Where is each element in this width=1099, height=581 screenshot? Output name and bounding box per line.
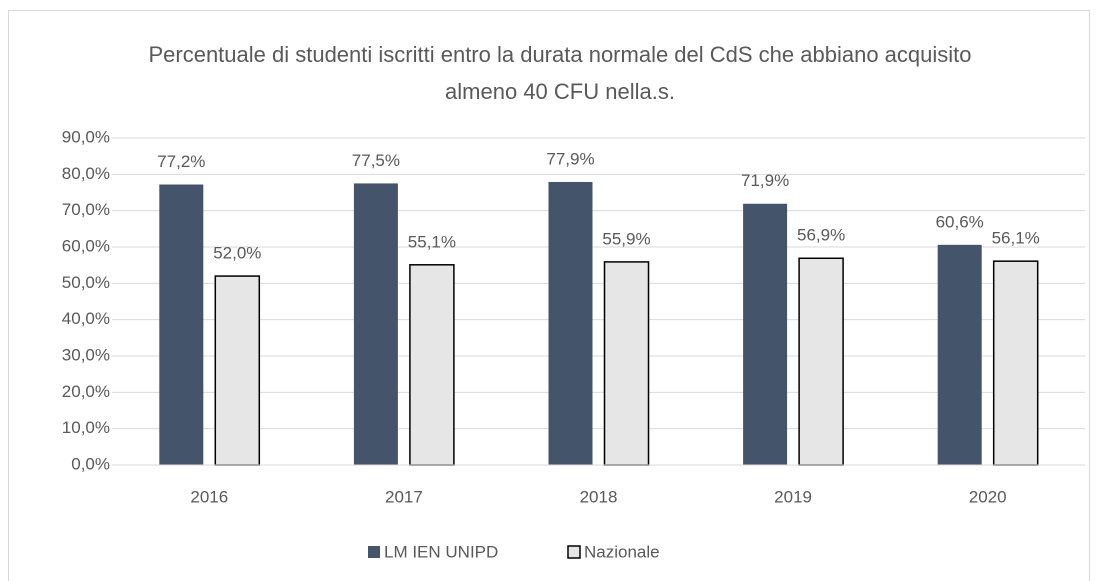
value-label: 77,2% [157, 152, 205, 171]
x-tick-label: 2018 [580, 487, 618, 506]
bar [743, 203, 788, 465]
y-tick-label: 80,0% [62, 164, 110, 183]
value-label: 55,9% [602, 229, 650, 248]
value-label: 55,1% [408, 232, 456, 251]
bar [353, 183, 398, 465]
value-label: 52,0% [213, 244, 261, 263]
legend-swatch [368, 546, 380, 558]
bar [159, 184, 204, 466]
y-tick-label: 90,0% [62, 127, 110, 146]
x-tick-label: 2016 [190, 487, 228, 506]
value-label: 77,5% [352, 151, 400, 170]
x-tick-label: 2020 [969, 487, 1007, 506]
legend-label: LM IEN UNIPD [384, 542, 498, 561]
bar [603, 261, 650, 466]
bar [798, 257, 844, 466]
y-tick-label: 20,0% [62, 382, 110, 401]
bar [548, 181, 593, 466]
value-label: 71,9% [741, 171, 789, 190]
y-tick-label: 40,0% [62, 309, 110, 328]
x-tick-label: 2017 [385, 487, 423, 506]
y-tick-label: 10,0% [62, 418, 110, 437]
chart-title: Percentuale di studenti iscritti entro l… [148, 42, 972, 104]
bar [992, 260, 1039, 466]
bar [409, 264, 455, 466]
value-label: 77,9% [546, 149, 594, 168]
y-tick-label: 70,0% [62, 200, 110, 219]
legend-label: Nazionale [584, 542, 660, 561]
value-label: 56,1% [992, 229, 1040, 248]
value-label: 60,6% [936, 212, 984, 231]
bar [214, 275, 261, 466]
y-tick-label: 30,0% [62, 345, 110, 364]
legend-swatch [567, 545, 581, 559]
value-label: 56,9% [797, 226, 845, 245]
y-tick-label: 60,0% [62, 236, 110, 255]
y-tick-label: 50,0% [62, 273, 110, 292]
y-tick-label: 0,0% [71, 454, 110, 473]
x-tick-label: 2019 [774, 487, 812, 506]
bar [937, 244, 982, 465]
